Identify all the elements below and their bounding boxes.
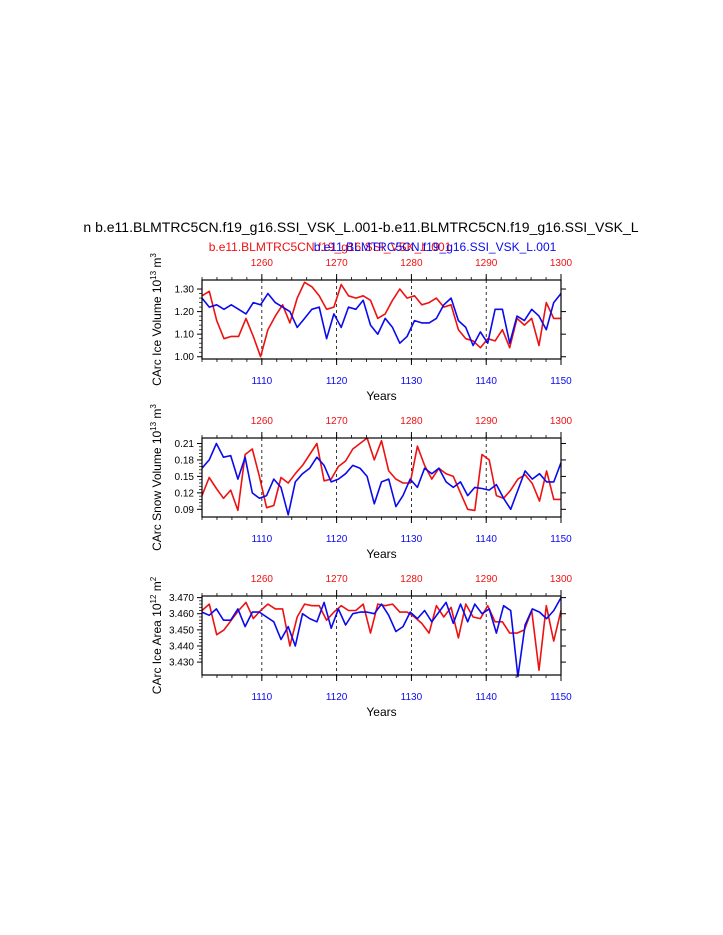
- panel-3: 1110 1120 1130 1140 1150 1260 1270 1280 1290 1300…: [149, 574, 573, 719]
- y-axis-title-part: 3: [149, 404, 158, 409]
- x-top-tick-label: 1290: [475, 258, 498, 269]
- x-top-tick-label: 1300: [550, 416, 573, 427]
- panel-1: 1110 1120 1130 1140 1150 1260 1270 1280 1290 1300…: [149, 253, 573, 403]
- x-tick-label: 1130: [401, 376, 423, 387]
- x-tick-label: 1110: [251, 534, 272, 545]
- x-axis-title: Years: [366, 547, 396, 561]
- x-tick-label: 1120: [326, 534, 348, 545]
- plot-frame: [201, 279, 562, 360]
- y-axis-title: CArc Snow Volume 1013 m3: [149, 404, 164, 551]
- x-tick-label: 1120: [326, 376, 348, 387]
- y-axis-title-part: CArc Ice Volume 10: [150, 280, 164, 386]
- x-top-tick-label: 1260: [251, 258, 274, 269]
- series-blue-line: [201, 292, 562, 347]
- x-tick-label: 1150: [550, 692, 572, 703]
- y-tick-label: 0.12: [175, 488, 195, 499]
- x-top-tick-label: 1260: [251, 574, 274, 585]
- y-tick-label: 1.30: [175, 285, 195, 296]
- x-tick-label: 1110: [251, 692, 272, 703]
- y-tick-label: 1.20: [175, 307, 195, 318]
- y-axis-title-part: CArc Snow Volume 10: [150, 430, 164, 550]
- x-tick-label: 1150: [550, 376, 572, 387]
- y-axis-title-part: CArc Ice Area 10: [150, 603, 164, 694]
- y-tick-label: 0.09: [175, 505, 195, 516]
- series-blue-line: [201, 442, 562, 516]
- x-tick-label: 1110: [251, 376, 272, 387]
- x-top-tick-label: 1300: [550, 258, 573, 269]
- y-tick-label: 0.21: [175, 439, 195, 450]
- y-tick-label: 3.440: [169, 641, 194, 652]
- y-tick-label: 3.430: [169, 658, 194, 669]
- x-top-tick-label: 1280: [400, 258, 423, 269]
- x-top-tick-label: 1280: [400, 416, 423, 427]
- x-top-tick-label: 1280: [400, 574, 423, 585]
- x-tick-label: 1130: [401, 534, 423, 545]
- y-axis-title-part: m: [150, 409, 164, 422]
- x-axis-title: Years: [366, 705, 396, 719]
- series-red-line: [201, 437, 561, 512]
- legend-red-label: b.e11.BLMTRC5CN.f19_g16.SSI_VSK_L.001: [209, 240, 452, 254]
- x-tick-label: 1140: [475, 534, 497, 545]
- y-tick-label: 0.18: [175, 455, 195, 466]
- x-top-tick-label: 1260: [251, 416, 274, 427]
- x-tick-label: 1140: [475, 376, 497, 387]
- y-tick-label: 3.450: [169, 625, 194, 636]
- y-axis-title: CArc Ice Area 1012 m2: [149, 576, 164, 694]
- x-tick-label: 1120: [326, 692, 348, 703]
- x-top-tick-label: 1290: [475, 574, 498, 585]
- y-axis-title-part: 13: [149, 421, 158, 430]
- y-axis-title: CArc Ice Volume 1013 m3: [149, 253, 164, 386]
- y-tick-label: 1.00: [175, 352, 195, 363]
- x-top-tick-label: 1270: [326, 416, 349, 427]
- series-blue-line: [201, 597, 562, 678]
- x-axis-title: Years: [366, 389, 396, 403]
- x-top-tick-label: 1270: [326, 574, 349, 585]
- x-top-tick-label: 1300: [550, 574, 573, 585]
- series-red-line: [201, 281, 561, 358]
- y-tick-label: 1.10: [175, 330, 195, 341]
- x-tick-label: 1130: [401, 692, 423, 703]
- y-axis-title-part: 12: [149, 594, 158, 603]
- x-top-tick-label: 1290: [475, 416, 498, 427]
- x-tick-label: 1150: [550, 534, 572, 545]
- y-axis-title-part: m: [150, 581, 164, 594]
- panels-group: 1110 1120 1130 1140 1150 1260 1270 1280 1290 1300…: [149, 253, 573, 719]
- y-axis-title-part: 13: [149, 270, 158, 279]
- y-tick-label: 0.15: [175, 472, 195, 483]
- y-tick-label: 3.470: [169, 593, 194, 604]
- legend-blue-label: b.e11.BLMTRC5CN.f19_g16.SSI_VSK_L.001: [314, 240, 557, 254]
- y-axis-title-part: 3: [149, 253, 158, 258]
- panel-2: 1110 1120 1130 1140 1150 1260 1270 1280 1290 1300…: [149, 404, 573, 561]
- y-axis-title-part: m: [150, 258, 164, 271]
- x-top-tick-label: 1270: [326, 258, 349, 269]
- y-axis-title-part: 2: [149, 576, 158, 581]
- main-title: n b.e11.BLMTRC5CN.f19_g16.SSI_VSK_L.001-…: [83, 219, 638, 235]
- y-tick-label: 3.460: [169, 609, 194, 620]
- x-tick-label: 1140: [475, 692, 497, 703]
